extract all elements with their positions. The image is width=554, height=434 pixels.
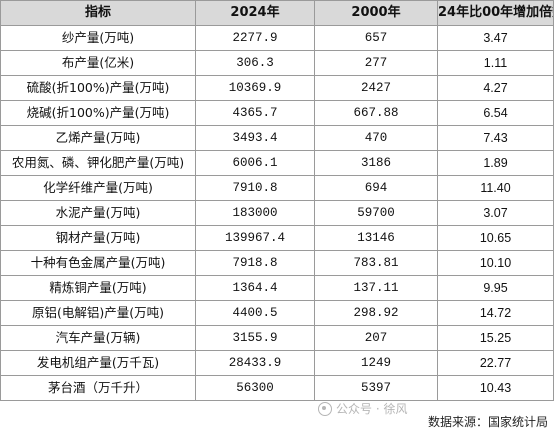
row-indicator-cell: 发电机组产量(万千瓦) (0, 350, 196, 376)
row-multiple-cell: 22.77 (437, 350, 554, 376)
row-2024-cell: 3155.9 (195, 325, 315, 351)
data-table-container: 指标 2024年 2000年 24年比00年增加倍数 纱产量(万吨) 2277.9… (0, 0, 554, 401)
row-2024-cell: 7918.8 (195, 250, 315, 276)
row-2000-cell: 3186 (314, 150, 438, 176)
row-2000-cell: 667.88 (314, 100, 438, 126)
row-multiple-cell: 14.72 (437, 300, 554, 326)
row-2024-cell: 4365.7 (195, 100, 315, 126)
row-indicator-cell: 乙烯产量(万吨) (0, 125, 196, 151)
row-2024-cell: 1364.4 (195, 275, 315, 301)
watermark-text: 公众号 · 徐风 (336, 402, 408, 416)
row-2000-cell: 207 (314, 325, 438, 351)
table-header-row: 指标 2024年 2000年 24年比00年增加倍数 (0, 0, 554, 26)
table-row: 汽车产量(万辆) 3155.9 207 15.25 (0, 325, 554, 351)
row-multiple-cell: 10.10 (437, 250, 554, 276)
row-2024-cell: 4400.5 (195, 300, 315, 326)
row-2024-cell: 139967.4 (195, 225, 315, 251)
row-indicator-cell: 纱产量(万吨) (0, 25, 196, 51)
table-body: 纱产量(万吨) 2277.9 657 3.47 布产量(亿米) 306.3 277 1.11 硫… (0, 25, 554, 401)
table-row: 原铝(电解铝)产量(万吨) 4400.5 298.92 14.72 (0, 300, 554, 326)
row-multiple-cell: 10.65 (437, 225, 554, 251)
row-multiple-cell: 3.07 (437, 200, 554, 226)
header-2000: 2000年 (314, 0, 438, 26)
row-2024-cell: 2277.9 (195, 25, 315, 51)
row-indicator-cell: 精炼铜产量(万吨) (0, 275, 196, 301)
row-indicator-cell: 钢材产量(万吨) (0, 225, 196, 251)
table-row: 钢材产量(万吨) 139967.4 13146 10.65 (0, 225, 554, 251)
row-indicator-cell: 农用氮、磷、钾化肥产量(万吨) (0, 150, 196, 176)
row-2000-cell: 470 (314, 125, 438, 151)
table-row: 水泥产量(万吨) 183000 59700 3.07 (0, 200, 554, 226)
table-row: 化学纤维产量(万吨) 7910.8 694 11.40 (0, 175, 554, 201)
table-row: 布产量(亿米) 306.3 277 1.11 (0, 50, 554, 76)
table-row: 十种有色金属产量(万吨) 7918.8 783.81 10.10 (0, 250, 554, 276)
row-2024-cell: 3493.4 (195, 125, 315, 151)
table-row: 农用氮、磷、钾化肥产量(万吨) 6006.1 3186 1.89 (0, 150, 554, 176)
row-2000-cell: 59700 (314, 200, 438, 226)
table-row: 乙烯产量(万吨) 3493.4 470 7.43 (0, 125, 554, 151)
row-2024-cell: 56300 (195, 375, 315, 401)
row-multiple-cell: 9.95 (437, 275, 554, 301)
row-indicator-cell: 水泥产量(万吨) (0, 200, 196, 226)
row-indicator-cell: 汽车产量(万辆) (0, 325, 196, 351)
row-2000-cell: 657 (314, 25, 438, 51)
row-indicator-cell: 原铝(电解铝)产量(万吨) (0, 300, 196, 326)
row-multiple-cell: 7.43 (437, 125, 554, 151)
row-multiple-cell: 1.89 (437, 150, 554, 176)
row-2000-cell: 137.11 (314, 275, 438, 301)
table-row: 发电机组产量(万千瓦) 28433.9 1249 22.77 (0, 350, 554, 376)
row-2000-cell: 783.81 (314, 250, 438, 276)
row-2024-cell: 28433.9 (195, 350, 315, 376)
row-2000-cell: 1249 (314, 350, 438, 376)
row-2000-cell: 2427 (314, 75, 438, 101)
row-indicator-cell: 烧碱(折100%)产量(万吨) (0, 100, 196, 126)
row-indicator-cell: 布产量(亿米) (0, 50, 196, 76)
row-indicator-cell: 硫酸(折100%)产量(万吨) (0, 75, 196, 101)
table-row: 茅台酒（万千升） 56300 5397 10.43 (0, 375, 554, 401)
row-multiple-cell: 1.11 (437, 50, 554, 76)
row-2024-cell: 7910.8 (195, 175, 315, 201)
table-row: 烧碱(折100%)产量(万吨) 4365.7 667.88 6.54 (0, 100, 554, 126)
header-2024: 2024年 (195, 0, 315, 26)
row-2000-cell: 298.92 (314, 300, 438, 326)
row-2024-cell: 10369.9 (195, 75, 315, 101)
row-multiple-cell: 11.40 (437, 175, 554, 201)
row-multiple-cell: 3.47 (437, 25, 554, 51)
row-2024-cell: 6006.1 (195, 150, 315, 176)
table-row: 精炼铜产量(万吨) 1364.4 137.11 9.95 (0, 275, 554, 301)
row-2024-cell: 183000 (195, 200, 315, 226)
row-multiple-cell: 4.27 (437, 75, 554, 101)
watermark: 公众号 · 徐风 (318, 400, 407, 417)
row-2000-cell: 13146 (314, 225, 438, 251)
table-row: 硫酸(折100%)产量(万吨) 10369.9 2427 4.27 (0, 75, 554, 101)
row-2000-cell: 277 (314, 50, 438, 76)
row-multiple-cell: 15.25 (437, 325, 554, 351)
wechat-icon (318, 401, 332, 416)
row-2000-cell: 5397 (314, 375, 438, 401)
header-increase-multiple: 24年比00年增加倍数 (437, 0, 554, 26)
row-multiple-cell: 6.54 (437, 100, 554, 126)
data-source-note: 数据来源：国家统计局 (427, 415, 548, 429)
row-2024-cell: 306.3 (195, 50, 315, 76)
row-indicator-cell: 化学纤维产量(万吨) (0, 175, 196, 201)
header-indicator: 指标 (0, 0, 196, 26)
row-indicator-cell: 十种有色金属产量(万吨) (0, 250, 196, 276)
data-table: 指标 2024年 2000年 24年比00年增加倍数 纱产量(万吨) 2277.9… (0, 0, 554, 401)
row-multiple-cell: 10.43 (437, 375, 554, 401)
table-row: 纱产量(万吨) 2277.9 657 3.47 (0, 25, 554, 51)
row-indicator-cell: 茅台酒（万千升） (0, 375, 196, 401)
row-2000-cell: 694 (314, 175, 438, 201)
